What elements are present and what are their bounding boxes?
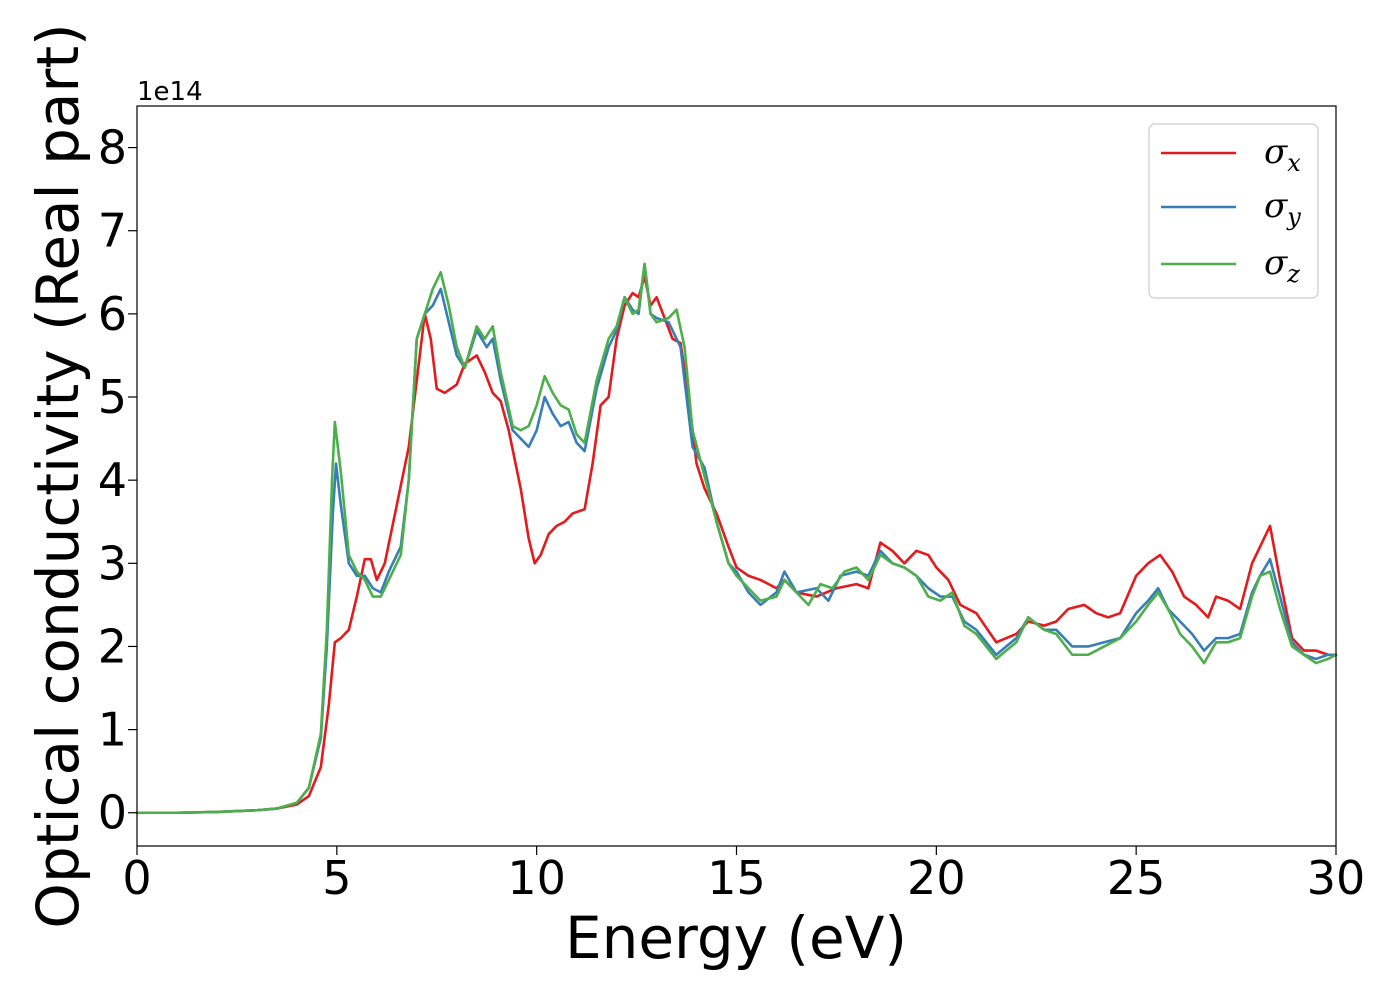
x-axis-ticks: 0 5 10 15 20 25 30	[122, 846, 1365, 905]
y-tick-label: 8	[98, 121, 127, 175]
y-axis-ticks: 0 1 2 3 4 5 6 7 8	[98, 121, 137, 840]
legend-subscript: z	[1286, 260, 1300, 288]
legend-symbol: σ	[1264, 186, 1288, 226]
x-tick-label: 5	[322, 851, 351, 905]
y-tick-label: 5	[98, 370, 127, 424]
legend-label-y: σy	[1264, 186, 1301, 231]
y-tick-label: 7	[98, 204, 127, 258]
series-line-x	[135, 275, 1338, 815]
y-axis-title: Optical conductivity (Real part)	[24, 23, 92, 928]
series-layer	[135, 262, 1338, 815]
legend-subscript: y	[1286, 203, 1301, 231]
legend-subscript: x	[1287, 149, 1301, 177]
x-tick-label: 20	[907, 851, 966, 905]
legend-box	[1148, 123, 1319, 299]
series-line-z	[135, 262, 1338, 815]
y-tick-label: 2	[98, 619, 127, 673]
y-tick-label: 3	[98, 536, 127, 590]
y-tick-label: 4	[98, 453, 127, 507]
y-tick-label: 0	[98, 786, 127, 840]
y-tick-label: 6	[98, 287, 127, 341]
x-tick-label: 15	[707, 851, 766, 905]
legend-symbol: σ	[1264, 243, 1288, 283]
legend-symbol: σ	[1264, 132, 1288, 172]
y-offset-text: 1e14	[137, 77, 203, 107]
x-tick-label: 10	[507, 851, 566, 905]
legend-label-x: σx	[1264, 132, 1301, 177]
series-line-y	[135, 262, 1338, 815]
x-tick-label: 30	[1307, 851, 1366, 905]
legend-label-z: σz	[1264, 243, 1300, 288]
x-axis-title: Energy (eV)	[565, 904, 907, 972]
x-tick-label: 0	[122, 851, 151, 905]
y-tick-label: 1	[98, 703, 127, 757]
x-tick-label: 25	[1107, 851, 1166, 905]
